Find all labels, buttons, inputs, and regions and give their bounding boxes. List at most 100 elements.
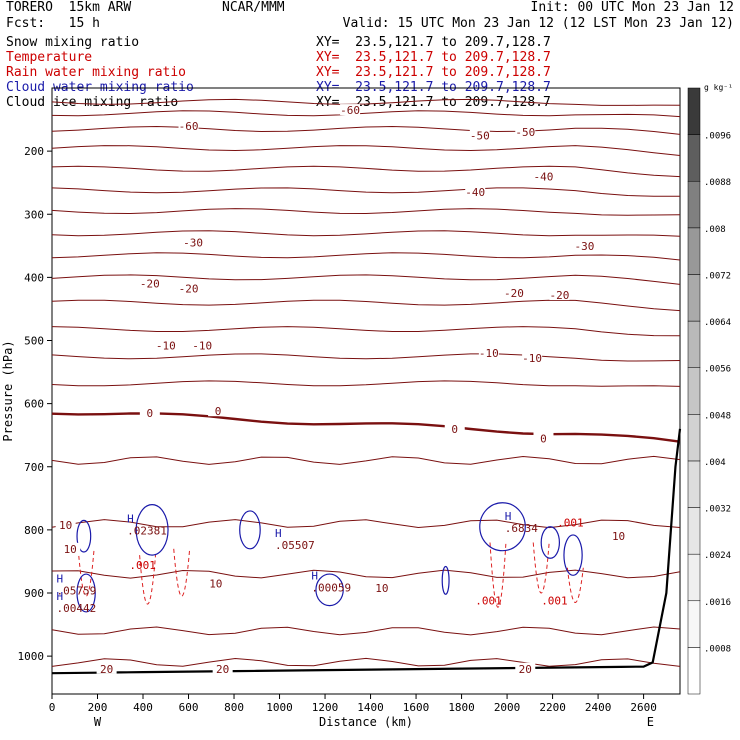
isotherm-line xyxy=(51,230,681,237)
maximum-value: .00442 xyxy=(57,602,97,615)
x-tick-label: 1800 xyxy=(448,701,475,714)
label-knockout xyxy=(183,236,204,248)
label-knockout xyxy=(371,581,392,593)
colorbar-swatch xyxy=(687,414,701,462)
maximum-value: .001 xyxy=(557,517,584,530)
isotherm-label: -30 xyxy=(574,240,594,253)
isotherm-label: -40 xyxy=(534,170,554,183)
field-name: Snow mixing ratio xyxy=(6,35,140,50)
colorbar-level-label: .0088 xyxy=(704,178,731,188)
label-knockout xyxy=(549,289,570,301)
colorbar-level-label: .0024 xyxy=(704,551,731,561)
x-tick-label: 800 xyxy=(224,701,244,714)
isotherm-line xyxy=(51,145,681,156)
isotherm-label: -20 xyxy=(179,283,199,296)
maximum-value: .05759 xyxy=(57,584,97,597)
label-knockout xyxy=(469,129,490,141)
rain-contour xyxy=(566,567,584,603)
maximum-value: .00059 xyxy=(311,582,351,595)
maximum-marker: H xyxy=(505,510,512,523)
x-axis-title: Distance (km) xyxy=(319,715,413,729)
y-axis-title: Pressure (hPa) xyxy=(1,340,15,441)
isotherm-line xyxy=(51,569,681,579)
label-knockout xyxy=(478,347,499,359)
x-tick-label: 1400 xyxy=(357,701,384,714)
isotherm-line xyxy=(51,125,681,135)
colorbar-level-label: .008 xyxy=(704,225,726,235)
x-tick-label: 1200 xyxy=(312,701,339,714)
colorbar-swatch xyxy=(687,553,701,602)
center-title: NCAR/MMM xyxy=(222,0,285,15)
isotherm-label: -60 xyxy=(340,104,360,117)
forecast-hour: Fcst: 15 h xyxy=(6,16,100,31)
colorbar-level-label: .0064 xyxy=(704,318,731,328)
colorbar-swatch xyxy=(687,134,701,182)
field-name: Cloud water mixing ratio xyxy=(6,80,194,95)
x-tick-label: 400 xyxy=(133,701,153,714)
isotherm-label: 20 xyxy=(216,663,229,676)
label-knockout xyxy=(503,287,524,299)
cloud-water-contour xyxy=(135,504,169,556)
rain-contour xyxy=(139,555,157,605)
colorbar-swatch xyxy=(687,320,701,368)
maximum-value: .02381 xyxy=(127,524,167,537)
isotherm-label: 0 xyxy=(540,432,547,445)
label-knockout xyxy=(208,405,229,417)
maximum-marker: H xyxy=(127,512,134,525)
colorbar-level-label: .0032 xyxy=(704,505,731,515)
colorbar-level-label: .0056 xyxy=(704,365,731,375)
maximum-marker: H xyxy=(275,527,282,540)
isotherm-line xyxy=(51,208,681,216)
terrain-line xyxy=(51,428,682,675)
isotherm-label: -20 xyxy=(549,289,569,302)
x-tick-label: 1600 xyxy=(403,701,430,714)
colorbar-swatch xyxy=(687,87,701,135)
y-tick-label: 200 xyxy=(24,145,44,158)
field-name: Rain water mixing ratio xyxy=(6,65,187,80)
isotherm-line xyxy=(51,299,681,312)
colorbar-unit: g kg⁻¹ xyxy=(704,83,733,92)
x-tick-label: 2600 xyxy=(630,701,657,714)
y-tick-label: 500 xyxy=(24,335,44,348)
maximum-marker: H xyxy=(57,590,64,603)
label-knockout xyxy=(515,126,536,138)
x-tick-label: 0 xyxy=(49,701,56,714)
cloud-water-contour xyxy=(76,573,96,613)
cloud-water-contour xyxy=(239,510,261,550)
y-tick-label: 800 xyxy=(24,524,44,537)
colorbar-swatch xyxy=(687,180,701,229)
colorbar-level-label: .004 xyxy=(704,458,726,468)
cloud-water-contour xyxy=(479,502,526,552)
isotherm-line xyxy=(51,626,681,636)
isotherm-label: -10 xyxy=(192,340,212,353)
y-tick-label: 900 xyxy=(24,587,44,600)
cloud-water-contour xyxy=(315,573,344,607)
label-knockout xyxy=(60,542,81,554)
y-tick-label: 300 xyxy=(24,208,44,221)
isotherm-label: -20 xyxy=(504,287,524,300)
field-name: Temperature xyxy=(6,50,93,65)
isotherm-label: 20 xyxy=(100,663,113,676)
y-tick-label: 700 xyxy=(24,461,44,474)
maximum-marker: H xyxy=(311,570,318,583)
isotherm-label: 10 xyxy=(64,543,77,556)
isotherm-line xyxy=(51,110,681,118)
isotherm-label: -10 xyxy=(479,347,499,360)
label-knockout xyxy=(192,339,213,351)
isotherm-label: 0 xyxy=(451,423,458,436)
isotherm-label: 0 xyxy=(147,407,154,420)
label-knockout xyxy=(139,407,160,419)
isotherm-line xyxy=(51,519,681,529)
label-knockout xyxy=(340,104,361,116)
label-knockout xyxy=(515,662,536,674)
label-knockout xyxy=(178,119,199,131)
label-knockout xyxy=(96,662,117,674)
isotherm-line xyxy=(51,187,680,197)
valid-time: Valid: 15 UTC Mon 23 Jan 12 (12 LST Mon … xyxy=(342,16,734,31)
cloud-water-contour xyxy=(563,534,583,576)
maximum-value: .001 xyxy=(475,594,502,607)
isotherm-label: -50 xyxy=(470,129,490,142)
init-time: Init: 00 UTC Mon 23 Jan 12 xyxy=(530,0,735,15)
isotherm-line xyxy=(51,165,681,178)
y-tick-label: 1000 xyxy=(18,650,45,663)
